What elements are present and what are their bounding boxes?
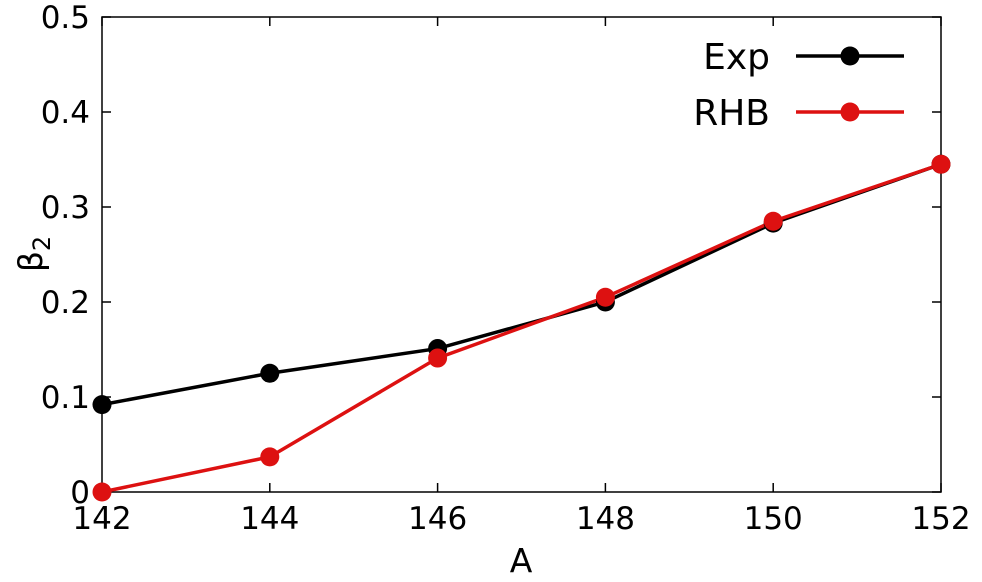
x-tick-label: 142 — [72, 501, 131, 537]
y-tick-label: 0.2 — [41, 285, 90, 321]
axis-ticks: 142 144 146 148 150 152 0 0.1 0.2 0.3 0.4 0.5 — [41, 0, 971, 537]
legend-label-rhb: RHB — [693, 93, 770, 134]
data-point-exp — [92, 395, 112, 415]
series-line-exp — [101, 162, 942, 407]
x-tick-label: 148 — [576, 501, 635, 537]
y-tick-label: 0.3 — [41, 190, 90, 226]
y-tick-label: 0.4 — [41, 95, 90, 131]
series-line-rhb — [101, 162, 942, 494]
plot-frame — [101, 16, 942, 493]
x-tick-label: 146 — [408, 501, 467, 537]
series-layer — [92, 154, 951, 502]
y-axis-label: β2 — [11, 236, 56, 272]
data-point-rhb — [428, 348, 448, 368]
data-point-rhb — [931, 154, 951, 174]
legend-marker-exp — [840, 46, 860, 66]
x-tick-label: 150 — [744, 501, 803, 537]
legend-marker-rhb — [840, 102, 860, 122]
data-point-rhb — [92, 482, 112, 502]
y-tick-label: 0.1 — [41, 380, 90, 416]
x-tick-label: 144 — [240, 501, 299, 537]
x-tick-label: 152 — [911, 501, 970, 537]
legend-label-exp: Exp — [703, 37, 770, 78]
data-point-rhb — [260, 447, 280, 467]
data-point-exp — [260, 363, 280, 383]
x-axis-label: A — [510, 541, 533, 580]
data-point-rhb — [763, 211, 783, 231]
y-tick-label: 0.5 — [41, 0, 90, 36]
data-point-rhb — [595, 287, 615, 307]
legend: Exp RHB — [693, 37, 904, 134]
y-tick-label: 0 — [70, 475, 90, 511]
